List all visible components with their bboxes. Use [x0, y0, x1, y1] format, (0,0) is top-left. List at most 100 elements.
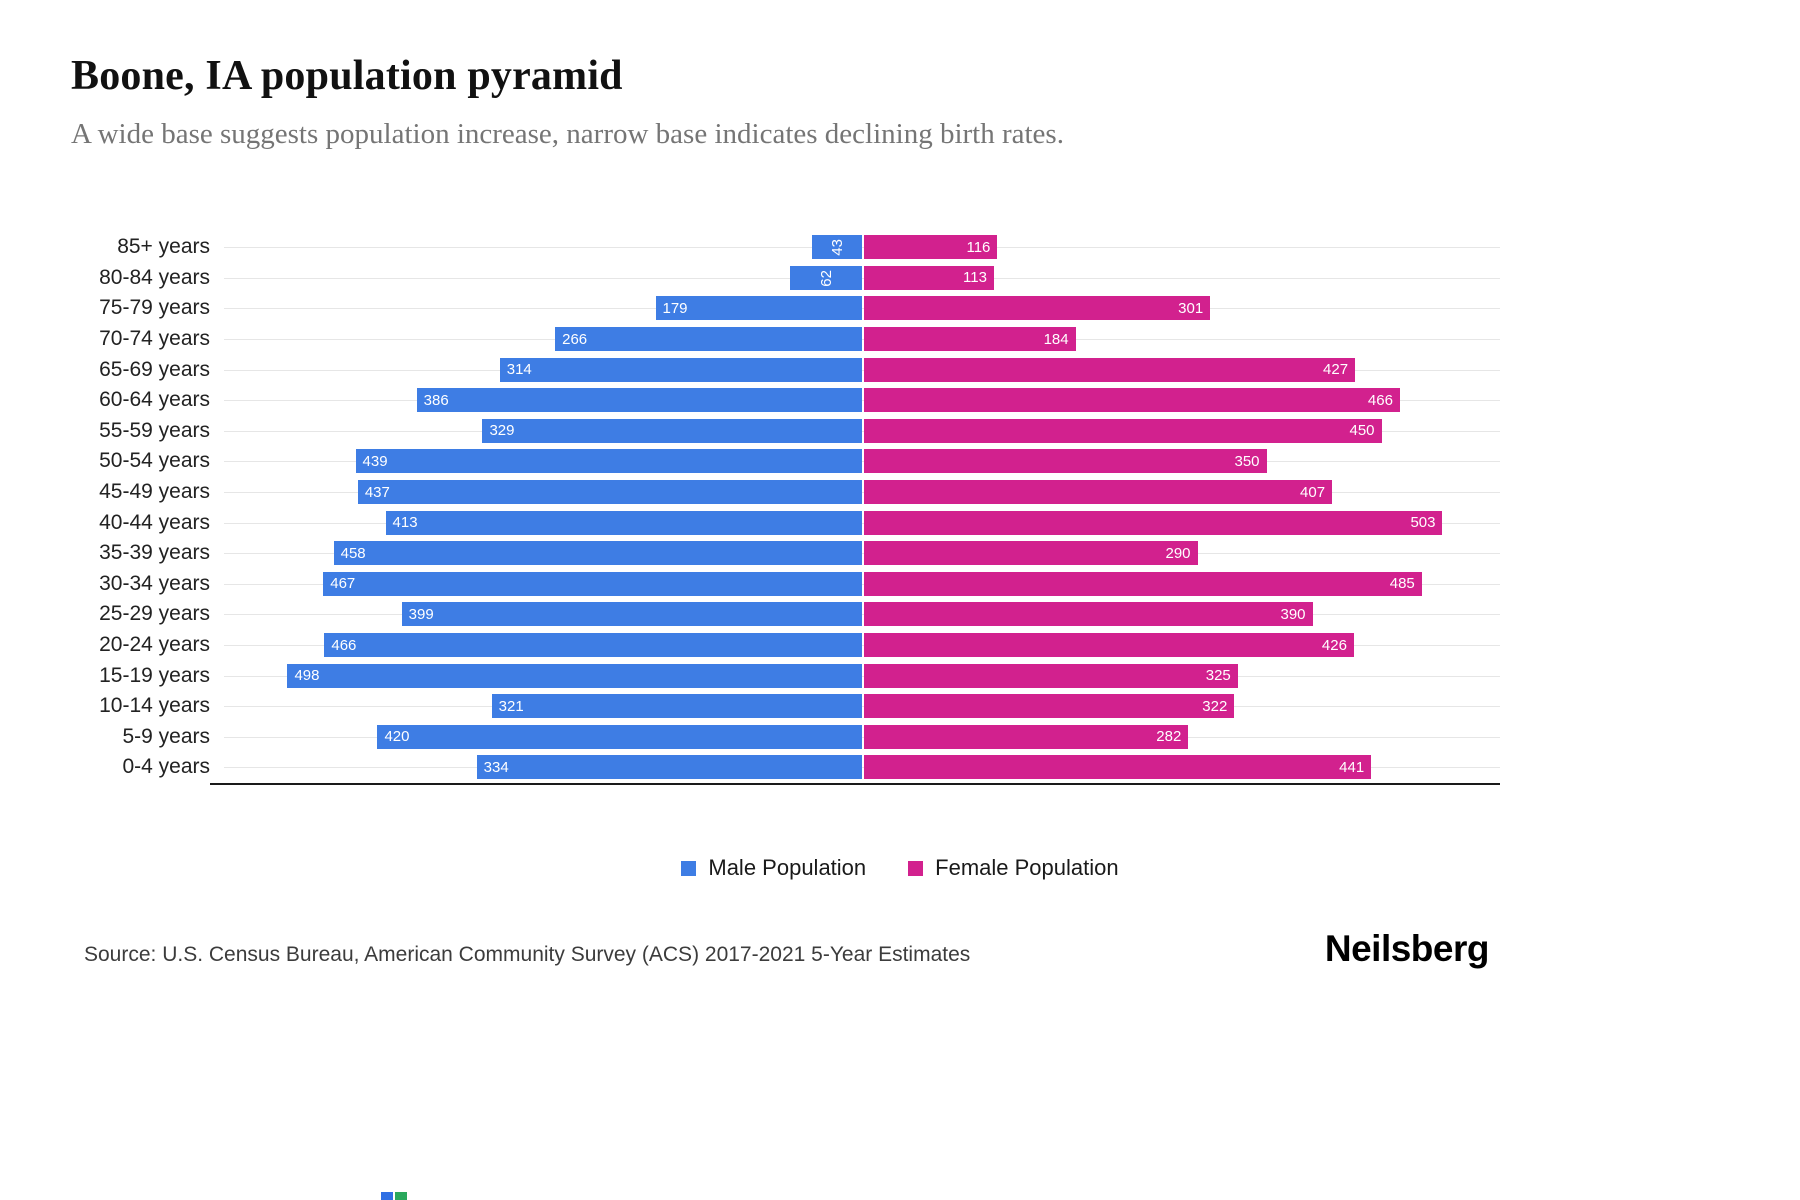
female-population-bar: 450: [864, 418, 1382, 443]
male-population-bar: 466: [324, 633, 862, 658]
row-plot: 399 390: [224, 599, 1500, 630]
gridline: [224, 308, 1500, 310]
male-population-bar: 413: [385, 510, 862, 535]
male-half: 466: [224, 630, 862, 661]
female-population-bar: 184: [864, 327, 1076, 352]
chart-row: 15-19 years 498 325: [70, 660, 1500, 691]
female-half: 184: [862, 324, 1500, 355]
male-half: 314: [224, 354, 862, 385]
male-value-label: 386: [423, 391, 449, 409]
female-half: 390: [862, 599, 1500, 630]
female-legend-label: Female Population: [935, 855, 1119, 880]
row-plot: 466 426: [224, 630, 1500, 661]
male-population-bar: 334: [476, 755, 862, 780]
female-population-bar: 290: [864, 541, 1198, 566]
chart-row: 80-84 years 62 113: [70, 263, 1500, 294]
male-population-bar: 420: [377, 724, 862, 749]
male-population-bar: 329: [482, 418, 862, 443]
age-group-label: 85+ years: [117, 235, 210, 259]
male-population-bar: 314: [499, 357, 862, 382]
female-value-label: 450: [1349, 422, 1375, 440]
female-half: 450: [862, 416, 1500, 447]
age-group-label: 55-59 years: [99, 418, 210, 442]
chart-row: 70-74 years 266 184: [70, 324, 1500, 355]
chart-row: 85+ years 43 116: [70, 232, 1500, 263]
male-half: 458: [224, 538, 862, 569]
female-population-bar: 427: [864, 357, 1356, 382]
chart-row: 55-59 years 329 450: [70, 416, 1500, 447]
female-value-label: 282: [1156, 728, 1182, 746]
female-population-bar: 350: [864, 449, 1267, 474]
age-group-label: 0-4 years: [122, 755, 210, 779]
male-half: 399: [224, 599, 862, 630]
male-value-label: 439: [362, 452, 388, 470]
female-value-label: 466: [1367, 391, 1393, 409]
male-value-label: 266: [562, 330, 588, 348]
male-half: 266: [224, 324, 862, 355]
male-population-bar: 266: [555, 327, 862, 352]
male-half: 467: [224, 569, 862, 600]
chart-row: 45-49 years 437 407: [70, 477, 1500, 508]
chart-subtitle: A wide base suggests population increase…: [71, 118, 1064, 150]
male-population-bar: 467: [323, 571, 862, 596]
gridline: [224, 736, 1500, 738]
female-half: 426: [862, 630, 1500, 661]
chart-row: 50-54 years 439 350: [70, 446, 1500, 477]
female-value-label: 113: [963, 269, 987, 287]
age-group-label: 35-39 years: [99, 541, 210, 565]
female-value-label: 407: [1300, 483, 1326, 501]
chart-title: Boone, IA population pyramid: [71, 53, 623, 99]
row-plot: 334 441: [224, 752, 1500, 783]
gridline: [224, 675, 1500, 677]
x-axis-line: [210, 782, 1500, 785]
gridline: [224, 400, 1500, 402]
male-population-bar: 321: [491, 694, 862, 719]
below-fold-blue-mark: [381, 1192, 393, 1200]
chart-row: 0-4 years 334 441: [70, 752, 1500, 783]
chart-row: 60-64 years 386 466: [70, 385, 1500, 416]
male-value-label: 467: [330, 575, 356, 593]
male-value-label: 43: [828, 238, 846, 256]
row-plot: 266 184: [224, 324, 1500, 355]
male-value-label: 314: [506, 361, 532, 379]
gridline: [224, 339, 1500, 341]
female-value-label: 116: [966, 238, 991, 256]
age-group-label: 5-9 years: [122, 724, 210, 748]
female-population-bar: 325: [864, 663, 1238, 688]
female-population-bar: 441: [864, 755, 1372, 780]
female-half: 485: [862, 569, 1500, 600]
female-population-bar: 426: [864, 633, 1354, 658]
male-value-label: 321: [498, 697, 524, 715]
male-value-label: 62: [817, 269, 835, 287]
male-value-label: 413: [392, 514, 418, 532]
male-value-label: 334: [483, 758, 509, 776]
gridline: [224, 583, 1500, 585]
chart-row: 40-44 years 413 503: [70, 507, 1500, 538]
male-value-label: 466: [331, 636, 357, 654]
age-group-label: 60-64 years: [99, 388, 210, 412]
male-value-label: 498: [294, 667, 320, 685]
male-half: 334: [224, 752, 862, 783]
neilsberg-logo: Neilsberg: [1324, 928, 1490, 969]
row-plot: 62 113: [224, 263, 1500, 294]
female-value-label: 322: [1202, 697, 1228, 715]
row-plot: 458 290: [224, 538, 1500, 569]
chart-row: 5-9 years 420 282: [70, 722, 1500, 753]
population-pyramid-chart: 85+ years 43 116 80-84 years 62 113 75-79 year…: [70, 232, 1500, 785]
male-value-label: 179: [662, 299, 688, 317]
female-population-bar: 407: [864, 480, 1333, 505]
female-population-bar: 282: [864, 724, 1189, 749]
male-half: 179: [224, 293, 862, 324]
male-half: 420: [224, 722, 862, 753]
row-plot: 413 503: [224, 507, 1500, 538]
row-plot: 179 301: [224, 293, 1500, 324]
female-half: 407: [862, 477, 1500, 508]
age-group-label: 20-24 years: [99, 633, 210, 657]
male-population-bar: 498: [287, 663, 862, 688]
male-half: 437: [224, 477, 862, 508]
gridline: [224, 492, 1500, 494]
female-value-label: 503: [1410, 514, 1436, 532]
chart-row: 30-34 years 467 485: [70, 569, 1500, 600]
male-legend-swatch-icon: [681, 860, 697, 876]
chart-row: 20-24 years 466 426: [70, 630, 1500, 661]
